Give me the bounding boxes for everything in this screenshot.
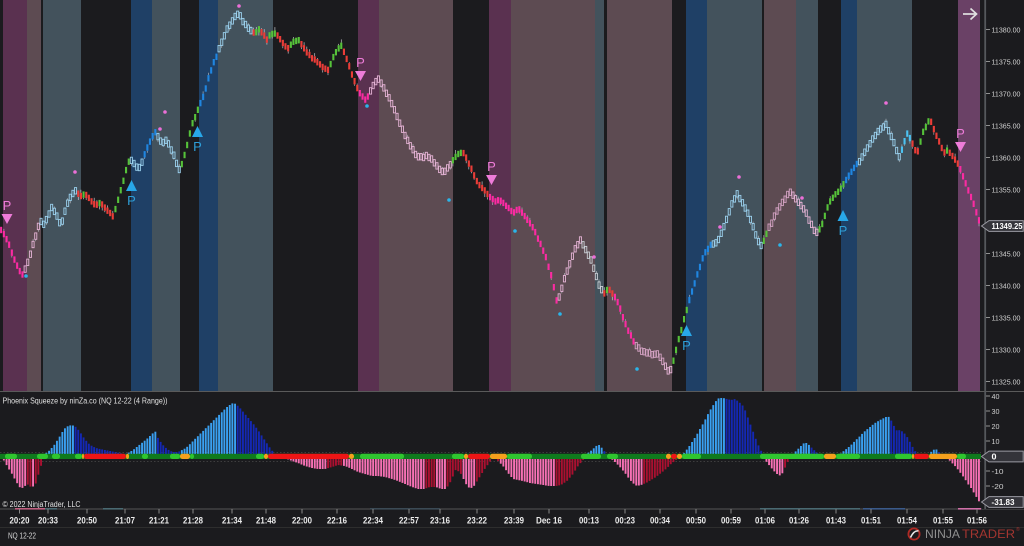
svg-text:21:28: 21:28	[183, 515, 203, 526]
svg-text:NINJA: NINJA	[925, 529, 960, 541]
svg-text:11349.25: 11349.25	[992, 222, 1024, 231]
svg-text:22:16: 22:16	[327, 515, 347, 526]
svg-text:21:21: 21:21	[149, 515, 169, 526]
svg-text:01:26: 01:26	[789, 515, 809, 526]
svg-text:30: 30	[992, 407, 1000, 416]
svg-text:01:56: 01:56	[967, 515, 987, 526]
svg-text:P: P	[193, 139, 202, 154]
svg-text:P: P	[682, 338, 691, 353]
svg-text:11370.00: 11370.00	[992, 90, 1021, 99]
svg-text:00:59: 00:59	[721, 515, 741, 526]
svg-text:20:20: 20:20	[10, 515, 30, 526]
svg-text:P: P	[356, 55, 365, 70]
svg-text:TRADER: TRADER	[962, 529, 1015, 541]
svg-text:-20: -20	[992, 482, 1004, 491]
svg-text:P: P	[127, 193, 136, 208]
svg-text:11355.00: 11355.00	[992, 186, 1021, 195]
svg-text:01:54: 01:54	[897, 515, 918, 526]
svg-text:00:13: 00:13	[579, 515, 599, 526]
svg-text:®: ®	[1016, 526, 1020, 533]
svg-text:11330.00: 11330.00	[992, 346, 1021, 355]
svg-text:Dec 16: Dec 16	[536, 515, 562, 526]
svg-text:-31.83: -31.83	[992, 498, 1016, 507]
svg-text:23:16: 23:16	[430, 515, 450, 526]
svg-text:23:39: 23:39	[504, 515, 524, 526]
svg-text:P: P	[3, 198, 12, 213]
svg-text:11325.00: 11325.00	[992, 378, 1021, 387]
svg-text:21:07: 21:07	[115, 515, 135, 526]
svg-text:01:43: 01:43	[826, 515, 846, 526]
svg-text:22:57: 22:57	[399, 515, 419, 526]
svg-text:21:34: 21:34	[222, 515, 243, 526]
svg-text:11360.00: 11360.00	[992, 154, 1021, 163]
svg-text:00:50: 00:50	[686, 515, 706, 526]
svg-text:P: P	[839, 223, 848, 238]
svg-text:P: P	[487, 159, 496, 174]
svg-text:NQ 12-22: NQ 12-22	[8, 532, 36, 541]
svg-text:22:00: 22:00	[292, 515, 312, 526]
svg-text:01:06: 01:06	[755, 515, 775, 526]
svg-text:© 2022 NinjaTrader, LLC: © 2022 NinjaTrader, LLC	[3, 500, 81, 509]
svg-text:22:34: 22:34	[363, 515, 384, 526]
svg-text:11335.00: 11335.00	[992, 314, 1021, 323]
svg-text:00:34: 00:34	[650, 515, 671, 526]
svg-text:01:51: 01:51	[861, 515, 881, 526]
svg-text:23:22: 23:22	[467, 515, 487, 526]
svg-text:00:23: 00:23	[615, 515, 635, 526]
svg-text:10: 10	[992, 437, 1000, 446]
svg-text:21:48: 21:48	[256, 515, 276, 526]
svg-text:11375.00: 11375.00	[992, 58, 1021, 67]
svg-text:40: 40	[992, 392, 1000, 401]
svg-text:Phoenix Squeeze by ninZa.co (N: Phoenix Squeeze by ninZa.co (NQ 12-22 (4…	[3, 397, 168, 406]
svg-text:20: 20	[992, 422, 1000, 431]
svg-text:0: 0	[992, 452, 998, 461]
svg-text:11380.00: 11380.00	[992, 26, 1021, 35]
svg-text:20:33: 20:33	[38, 515, 58, 526]
svg-text:11340.00: 11340.00	[992, 282, 1021, 291]
svg-text:11365.00: 11365.00	[992, 122, 1021, 131]
svg-text:11345.00: 11345.00	[992, 250, 1021, 259]
svg-text:-10: -10	[992, 467, 1004, 476]
svg-text:20:50: 20:50	[77, 515, 97, 526]
svg-text:P: P	[956, 126, 965, 141]
svg-text:01:55: 01:55	[933, 515, 953, 526]
